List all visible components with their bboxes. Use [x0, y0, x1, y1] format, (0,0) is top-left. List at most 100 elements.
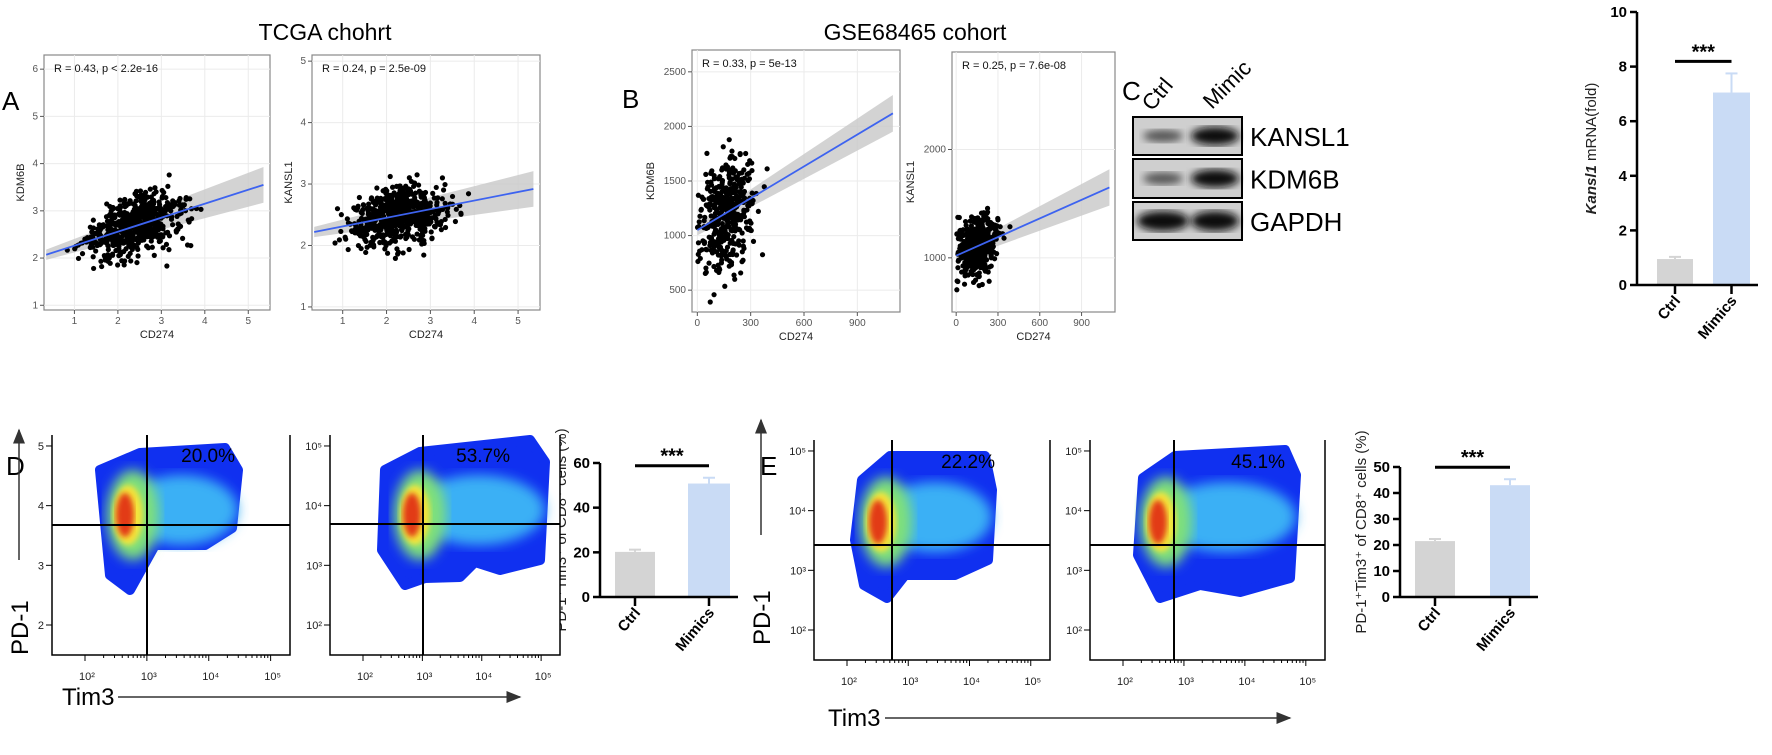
data-point: [715, 262, 721, 268]
data-point: [420, 232, 426, 238]
data-point: [397, 183, 403, 189]
data-point: [118, 211, 124, 217]
x-tick-label: 0: [953, 318, 959, 329]
data-point: [741, 209, 747, 215]
data-point: [406, 246, 412, 253]
data-point: [698, 206, 704, 213]
panel-label-e: E: [760, 451, 777, 481]
x-tick-label: 10⁴: [202, 671, 219, 683]
data-point: [962, 273, 968, 279]
data-point: [110, 204, 116, 211]
data-point: [704, 150, 710, 156]
data-point: [102, 257, 108, 263]
data-point: [403, 235, 409, 242]
data-point: [157, 233, 163, 239]
data-point: [364, 244, 370, 250]
data-point: [135, 253, 141, 259]
data-point: [183, 194, 189, 201]
x-tick-label: 600: [796, 318, 813, 329]
data-point: [122, 204, 128, 210]
data-point: [995, 217, 1001, 223]
data-point: [118, 219, 124, 226]
data-point: [707, 239, 713, 246]
data-point: [117, 197, 123, 203]
data-point: [723, 254, 729, 260]
data-point: [107, 236, 113, 242]
data-point: [740, 243, 747, 249]
data-point: [384, 250, 391, 256]
data-point: [164, 199, 171, 206]
data-point: [703, 265, 709, 271]
data-point: [711, 263, 717, 270]
data-point: [440, 187, 447, 193]
data-point: [749, 167, 755, 174]
data-point: [394, 205, 400, 211]
y-tick-label: 60: [573, 455, 590, 472]
data-point: [719, 221, 725, 227]
data-point: [978, 264, 984, 270]
quadrant-percentage: 22.2%: [941, 452, 995, 473]
data-point: [729, 148, 735, 154]
x-tick-label: 10⁴: [475, 671, 492, 683]
data-point: [173, 229, 179, 235]
regression-line: [314, 188, 534, 233]
data-point: [121, 262, 127, 268]
y-tick-label: 5: [32, 111, 38, 122]
data-point: [969, 268, 975, 274]
x-tick-label: 300: [742, 318, 759, 329]
data-point: [732, 276, 738, 282]
data-point: [91, 265, 97, 272]
y-tick-label: 2000: [924, 145, 947, 156]
plot-frame: [813, 440, 1051, 661]
data-point: [721, 200, 728, 206]
data-point: [389, 184, 396, 190]
data-point: [733, 184, 739, 191]
x-axis-label: Tim3: [62, 684, 114, 711]
y-tick-label: 2: [1619, 222, 1627, 239]
data-point: [166, 247, 172, 253]
y-tick-label: 0: [1619, 277, 1627, 294]
data-point: [160, 245, 166, 251]
data-point: [750, 238, 757, 244]
y-tick-label: 10⁴: [305, 501, 322, 513]
y-tick-label: 4: [300, 118, 306, 129]
x-tick-label: 10²: [79, 671, 95, 683]
data-point: [111, 212, 117, 218]
data-point: [133, 236, 139, 242]
y-tick-label: 0: [582, 589, 590, 606]
regression-line: [696, 112, 894, 231]
data-point: [730, 247, 736, 253]
y-tick-label: 2000: [664, 121, 687, 132]
x-tick-label: Mimics: [1695, 293, 1741, 343]
data-point: [368, 196, 374, 202]
y-tick-label: 10: [1373, 563, 1390, 580]
data-point: [423, 204, 429, 210]
data-point: [994, 251, 1000, 257]
data-point: [411, 204, 417, 210]
y-tick-label: 40: [1373, 485, 1390, 502]
y-tick-label: 10³: [306, 560, 322, 572]
data-point: [711, 248, 717, 254]
y-tick-label: 2: [38, 620, 44, 632]
data-point: [717, 192, 723, 198]
data-point: [153, 189, 159, 195]
data-point: [356, 194, 362, 201]
y-axis-label-text: mRNA(fold): [1583, 83, 1600, 166]
data-point: [123, 246, 129, 252]
data-point: [967, 263, 974, 269]
data-point: [355, 225, 361, 231]
data-point: [406, 175, 412, 181]
data-point: [968, 227, 975, 233]
data-point: [117, 203, 123, 209]
data-point: [968, 223, 974, 229]
data-point: [149, 244, 155, 250]
title-gse: GSE68465 cohort: [824, 19, 1007, 45]
data-point: [963, 239, 969, 245]
data-point: [993, 229, 999, 235]
data-point: [712, 229, 718, 235]
data-point: [436, 208, 442, 214]
data-point: [391, 190, 397, 196]
data-point: [352, 230, 358, 236]
blot-row-gapdh: [1132, 201, 1243, 241]
